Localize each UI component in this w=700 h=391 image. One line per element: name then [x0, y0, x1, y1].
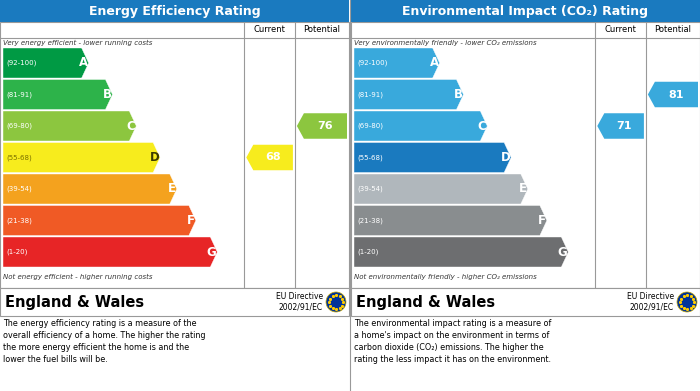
- Text: (39-54): (39-54): [6, 186, 32, 192]
- Text: G: G: [206, 246, 216, 258]
- Bar: [351, 0, 700, 22]
- Text: Not environmentally friendly - higher CO₂ emissions: Not environmentally friendly - higher CO…: [354, 274, 537, 280]
- Polygon shape: [354, 48, 440, 78]
- Text: (21-38): (21-38): [6, 217, 32, 224]
- Text: Energy Efficiency Rating: Energy Efficiency Rating: [89, 5, 260, 18]
- Text: D: D: [149, 151, 159, 164]
- Text: The environmental impact rating is a measure of
a home's impact on the environme: The environmental impact rating is a mea…: [354, 319, 552, 364]
- Text: D: D: [500, 151, 510, 164]
- Text: (1-20): (1-20): [357, 249, 379, 255]
- Text: (55-68): (55-68): [6, 154, 32, 161]
- Text: B: B: [102, 88, 111, 101]
- Polygon shape: [648, 82, 698, 107]
- Polygon shape: [354, 111, 487, 141]
- Text: EU Directive
2002/91/EC: EU Directive 2002/91/EC: [627, 292, 674, 312]
- Polygon shape: [354, 206, 547, 235]
- Text: (69-80): (69-80): [357, 123, 383, 129]
- Text: (69-80): (69-80): [6, 123, 32, 129]
- Bar: [0, 22, 349, 288]
- Text: A: A: [430, 57, 439, 70]
- Polygon shape: [3, 142, 160, 172]
- Polygon shape: [3, 174, 177, 204]
- Polygon shape: [354, 142, 511, 172]
- Text: (55-68): (55-68): [357, 154, 383, 161]
- Text: Current: Current: [605, 25, 636, 34]
- Text: B: B: [454, 88, 463, 101]
- Text: F: F: [538, 214, 546, 227]
- Text: 71: 71: [617, 121, 632, 131]
- Text: (1-20): (1-20): [6, 249, 27, 255]
- Bar: [0, 0, 349, 22]
- Circle shape: [677, 292, 697, 312]
- Polygon shape: [3, 111, 136, 141]
- Text: Current: Current: [253, 25, 286, 34]
- Text: (92-100): (92-100): [357, 60, 387, 66]
- Polygon shape: [3, 79, 113, 109]
- Text: (21-38): (21-38): [357, 217, 383, 224]
- Polygon shape: [354, 174, 528, 204]
- Text: EU Directive
2002/91/EC: EU Directive 2002/91/EC: [276, 292, 323, 312]
- Polygon shape: [597, 113, 644, 139]
- Text: Potential: Potential: [304, 25, 340, 34]
- Text: F: F: [187, 214, 195, 227]
- Text: C: C: [127, 120, 135, 133]
- Bar: [351, 22, 700, 288]
- Text: (81-91): (81-91): [6, 91, 32, 98]
- Text: E: E: [519, 183, 527, 196]
- Text: Very environmentally friendly - lower CO₂ emissions: Very environmentally friendly - lower CO…: [354, 40, 537, 46]
- Text: G: G: [558, 246, 567, 258]
- Text: 76: 76: [318, 121, 333, 131]
- Text: Potential: Potential: [654, 25, 692, 34]
- Polygon shape: [3, 206, 196, 235]
- Polygon shape: [354, 79, 463, 109]
- Bar: [351, 288, 700, 316]
- Text: Very energy efficient - lower running costs: Very energy efficient - lower running co…: [3, 40, 153, 46]
- Circle shape: [326, 292, 346, 312]
- Text: C: C: [477, 120, 486, 133]
- Text: (81-91): (81-91): [357, 91, 383, 98]
- Text: (39-54): (39-54): [357, 186, 383, 192]
- Polygon shape: [3, 237, 217, 267]
- Text: 68: 68: [265, 152, 281, 163]
- Text: A: A: [78, 57, 88, 70]
- Text: (92-100): (92-100): [6, 60, 36, 66]
- Text: England & Wales: England & Wales: [5, 294, 144, 310]
- Text: The energy efficiency rating is a measure of the
overall efficiency of a home. T: The energy efficiency rating is a measur…: [3, 319, 206, 364]
- Polygon shape: [3, 48, 89, 78]
- Text: Environmental Impact (CO₂) Rating: Environmental Impact (CO₂) Rating: [402, 5, 648, 18]
- Text: Not energy efficient - higher running costs: Not energy efficient - higher running co…: [3, 274, 153, 280]
- Bar: [0, 288, 349, 316]
- Text: E: E: [168, 183, 176, 196]
- Text: 81: 81: [668, 90, 684, 99]
- Polygon shape: [297, 113, 347, 139]
- Polygon shape: [354, 237, 568, 267]
- Text: England & Wales: England & Wales: [356, 294, 495, 310]
- Polygon shape: [246, 145, 293, 170]
